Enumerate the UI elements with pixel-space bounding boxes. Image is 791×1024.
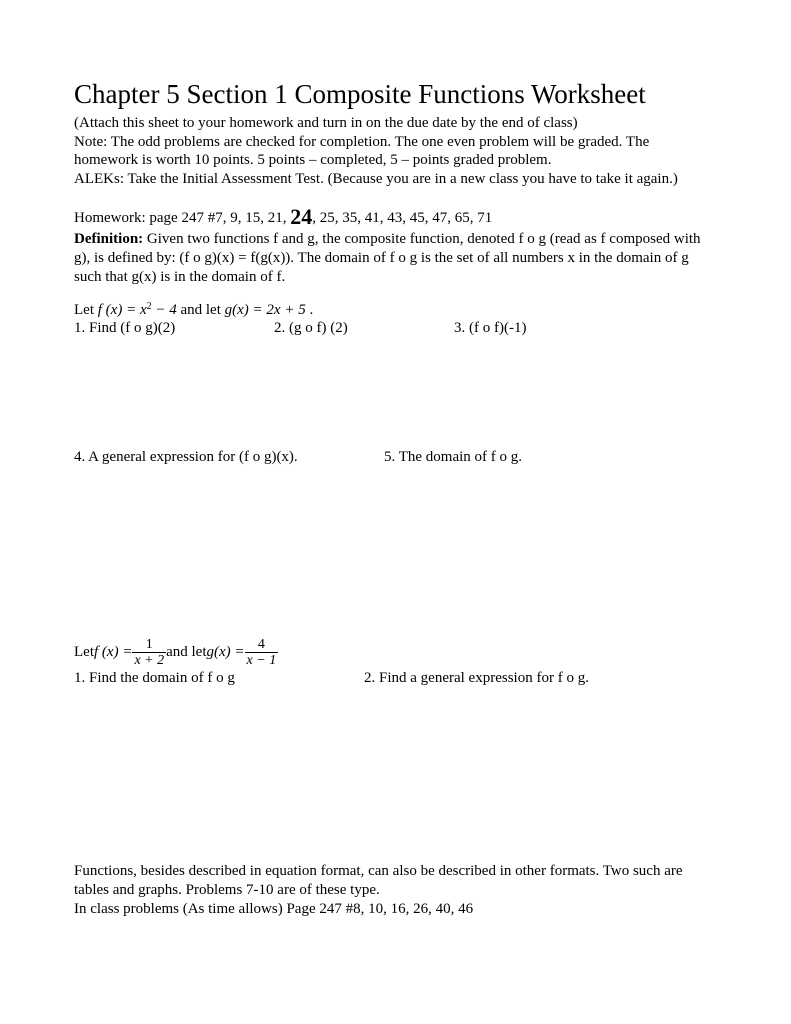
set1-q5: 5. The domain of f o g. — [384, 448, 522, 467]
worksheet-page: Chapter 5 Section 1 Composite Functions … — [0, 0, 791, 1024]
footer-line-1: Functions, besides described in equation… — [74, 862, 717, 900]
set1-q1: 1. Find (f o g)(2) — [74, 319, 274, 338]
period: . — [306, 302, 314, 318]
fx-label-2: f (x) = — [94, 643, 132, 662]
homework-emphasized: 24 — [290, 204, 312, 229]
definition-text: Given two functions f and g, the composi… — [74, 231, 701, 285]
fx-post: − 4 — [152, 302, 177, 318]
and-text-2: and let — [166, 643, 206, 662]
set1-q4: 4. A general expression for (f o g)(x). — [74, 448, 384, 467]
and-text: and let — [177, 302, 225, 318]
gx-fraction: 4 x − 1 — [245, 637, 279, 669]
fx-expr: f (x) = x — [98, 302, 147, 318]
let-pre: Let — [74, 302, 98, 318]
gx-num: 4 — [245, 637, 279, 653]
intro-line-3: ALEKs: Take the Initial Assessment Test.… — [74, 170, 717, 189]
set1-row2: 4. A general expression for (f o g)(x). … — [74, 448, 717, 467]
fx-den: x + 2 — [132, 653, 166, 668]
set2-q2: 2. Find a general expression for f o g. — [364, 669, 589, 688]
set1-row1: 1. Find (f o g)(2) 2. (g o f) (2) 3. (f … — [74, 319, 717, 338]
set1-let: Let f (x) = x2 − 4 and let g(x) = 2x + 5… — [74, 301, 717, 320]
set2-q1: 1. Find the domain of f o g — [74, 669, 364, 688]
homework-post: , 25, 35, 41, 43, 45, 47, 65, 71 — [312, 210, 492, 226]
footer-line-2: In class problems (As time allows) Page … — [74, 900, 717, 919]
homework-line: Homework: page 247 #7, 9, 15, 21, 24, 25… — [74, 203, 717, 231]
fx-fraction: 1 x + 2 — [132, 637, 166, 669]
intro-line-1: (Attach this sheet to your homework and … — [74, 114, 717, 133]
set2-row1: 1. Find the domain of f o g 2. Find a ge… — [74, 669, 717, 688]
fx-num: 1 — [132, 637, 166, 653]
homework-pre: Homework: page 247 #7, 9, 15, 21, — [74, 210, 290, 226]
definition-block: Definition: Given two functions f and g,… — [74, 230, 717, 286]
gx-den: x − 1 — [245, 653, 279, 668]
definition-label: Definition: — [74, 231, 143, 247]
gx-expr: g(x) = 2x + 5 — [225, 302, 306, 318]
page-title: Chapter 5 Section 1 Composite Functions … — [74, 78, 717, 112]
gx-label-2: g(x) = — [207, 643, 245, 662]
set1-q3: 3. (f o f)(-1) — [454, 319, 526, 338]
set2-let: Let f (x) = 1 x + 2 and let g(x) = 4 x −… — [74, 637, 717, 669]
let-pre-2: Let — [74, 643, 94, 662]
set1-q2: 2. (g o f) (2) — [274, 319, 454, 338]
intro-line-2: Note: The odd problems are checked for c… — [74, 133, 717, 171]
